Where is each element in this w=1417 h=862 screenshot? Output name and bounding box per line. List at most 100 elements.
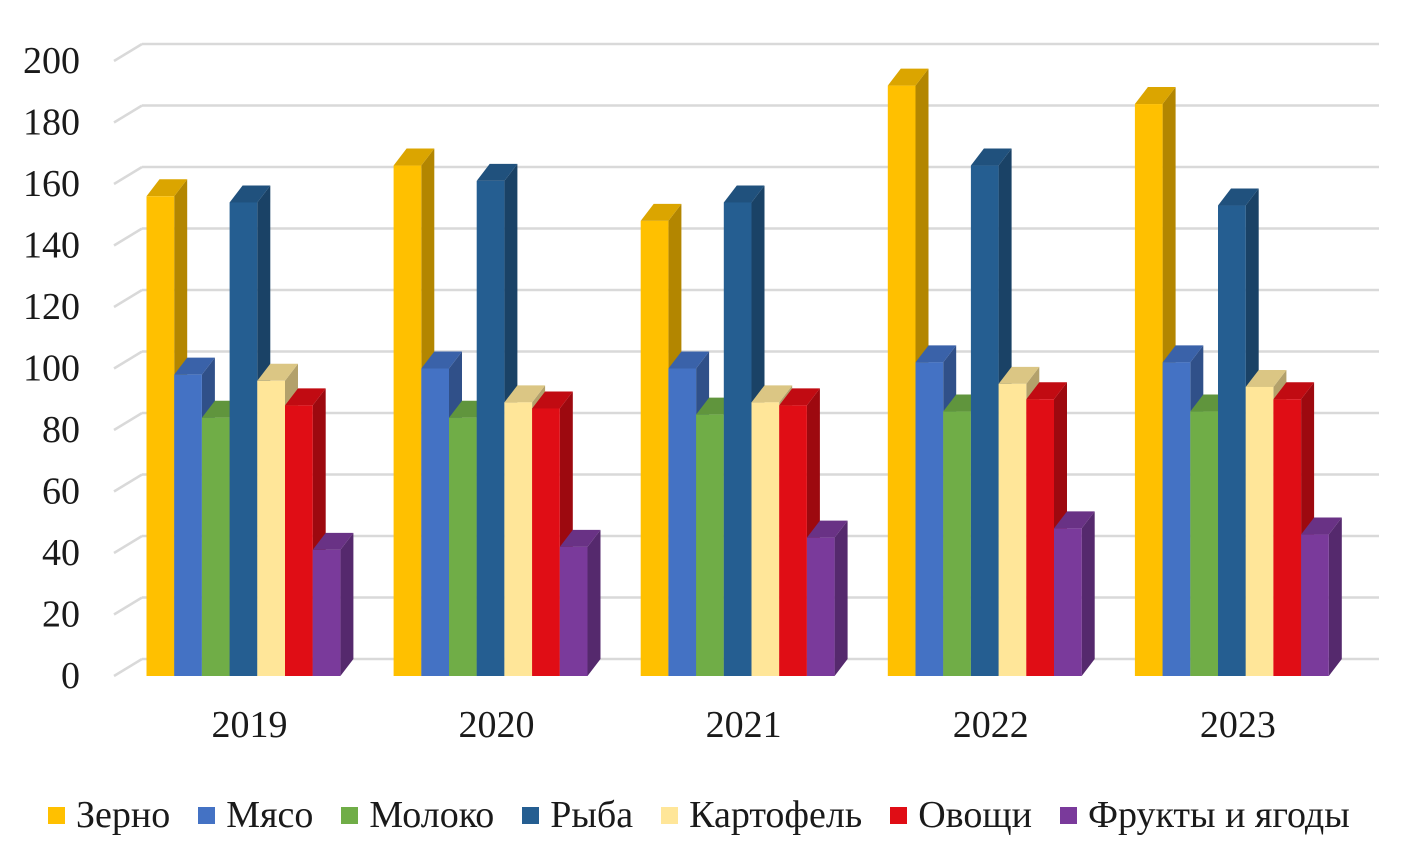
- gridline-tick: [113, 473, 143, 493]
- bar-front-face: [915, 362, 944, 676]
- bar-top-face: [1134, 87, 1176, 105]
- legend-swatch-icon: [198, 806, 216, 824]
- legend-label: Картофель: [689, 794, 863, 836]
- bar-front-face: [1026, 399, 1054, 676]
- bar-front-face: [174, 374, 202, 676]
- bar-front-face: [449, 417, 477, 676]
- bar-front-face: [1245, 386, 1274, 676]
- legend-item-Овощи: Овощи: [890, 796, 1032, 834]
- bar-front-face: [312, 549, 341, 676]
- gridline-tick: [113, 350, 143, 370]
- bar-front-face: [1162, 362, 1191, 676]
- bar-front-face: [779, 405, 807, 676]
- bar-top-face: [559, 529, 601, 547]
- legend-item-Картофель: Картофель: [661, 796, 862, 834]
- gridline-tick: [113, 596, 143, 616]
- bar-top-face: [393, 148, 435, 166]
- bar-top-face: [887, 68, 929, 86]
- gridline-tick: [113, 42, 143, 63]
- bar-front-face: [1273, 399, 1302, 676]
- bar-front-face: [257, 380, 285, 676]
- bar-top-face: [1054, 511, 1095, 529]
- y-axis-tick-label: 40: [42, 532, 80, 574]
- gridline-tick: [113, 165, 143, 186]
- y-axis-tick-label: 80: [42, 409, 80, 451]
- y-axis-tick-label: 20: [42, 594, 80, 636]
- bar-top-face: [779, 388, 820, 406]
- bar-top-face: [1245, 369, 1287, 387]
- bar-side-face: [1328, 517, 1342, 676]
- y-axis-tick-label: 200: [23, 40, 80, 82]
- legend-item-Фрукты и ягоды: Фрукты и ягоды: [1059, 794, 1350, 836]
- legend-swatch-icon: [890, 806, 908, 824]
- y-axis-tick-label: 100: [23, 348, 80, 390]
- bar-front-face: [751, 402, 780, 676]
- bar-front-face: [1134, 104, 1163, 677]
- bar-side-face: [834, 520, 848, 676]
- bar-top-face: [421, 351, 462, 369]
- y-axis-tick-label: 60: [42, 471, 80, 513]
- bar-top-face: [146, 179, 188, 197]
- bar-top-face: [751, 385, 793, 403]
- bar-front-face: [229, 202, 258, 676]
- bar-top-face: [257, 363, 298, 381]
- bar-Фрукты и ягоды-2021: [806, 520, 848, 676]
- bar-front-face: [668, 368, 697, 676]
- chart-legend: Зерно Мясо Молоко Рыба Картофель Овощи Фрукты …: [48, 796, 1408, 834]
- bar-side-face: [587, 529, 601, 676]
- bar-front-face: [421, 368, 449, 676]
- bar-top-face: [998, 366, 1040, 384]
- y-axis-tick-label: 120: [23, 286, 80, 328]
- bar-top-face: [229, 185, 271, 203]
- bar-front-face: [532, 408, 560, 676]
- legend-swatch-icon: [341, 806, 359, 824]
- gridline-tick: [113, 227, 143, 247]
- legend-label: Овощи: [918, 794, 1032, 836]
- legend-label: Молоко: [369, 794, 495, 836]
- bar-front-face: [476, 180, 505, 677]
- legend-item-Рыба: Рыба: [522, 796, 633, 834]
- bar-chart-plot: 0 20 40 60 80 100 120 140 160 180 200 2019 2020 2021 2…: [23, 40, 1379, 746]
- legend-label: Рыба: [550, 794, 634, 836]
- legend-label: Фрукты и ягоды: [1087, 794, 1350, 836]
- gridline-tick: [113, 534, 143, 555]
- bar-front-face: [201, 417, 230, 676]
- bar-front-face: [1054, 528, 1082, 676]
- bar-front-face: [146, 196, 175, 677]
- bar-top-face: [1026, 382, 1067, 400]
- bar-front-face: [1301, 534, 1329, 676]
- gridline-tick: [113, 104, 143, 124]
- bar-front-face: [696, 414, 724, 676]
- bar-top-face: [1218, 188, 1259, 206]
- bar-top-face: [285, 388, 326, 406]
- bar-top-face: [174, 357, 215, 375]
- bar-front-face: [943, 411, 971, 676]
- bar-top-face: [668, 351, 710, 369]
- bar-Фрукты и ягоды-2020: [559, 529, 601, 676]
- bar-top-face: [1301, 517, 1342, 535]
- bar-front-face: [1190, 411, 1218, 676]
- bar-Фрукты и ягоды-2023: [1301, 517, 1342, 676]
- bar-top-face: [723, 185, 765, 203]
- bar-top-face: [915, 345, 957, 363]
- legend-item-Мясо: Мясо: [198, 796, 313, 834]
- bar-side-face: [340, 532, 354, 676]
- bar-top-face: [970, 148, 1012, 166]
- y-axis-tick-label: 0: [61, 655, 80, 697]
- bar-front-face: [723, 202, 752, 676]
- bar-top-face: [1162, 345, 1204, 363]
- legend-swatch-icon: [661, 806, 679, 824]
- bar-front-face: [504, 402, 533, 676]
- legend-item-Зерно: Зерно: [48, 796, 170, 834]
- legend-swatch-icon: [1059, 806, 1077, 824]
- y-axis-tick-label: 140: [23, 225, 80, 267]
- gridline-tick: [113, 657, 143, 678]
- x-axis-category-label: 2020: [459, 704, 535, 746]
- bar-top-face: [640, 203, 682, 221]
- bar-top-face: [312, 532, 354, 550]
- bar-side-face: [1081, 511, 1095, 676]
- x-axis-category-label: 2021: [706, 704, 782, 746]
- gridline-tick: [113, 288, 143, 309]
- bar-front-face: [1218, 205, 1246, 676]
